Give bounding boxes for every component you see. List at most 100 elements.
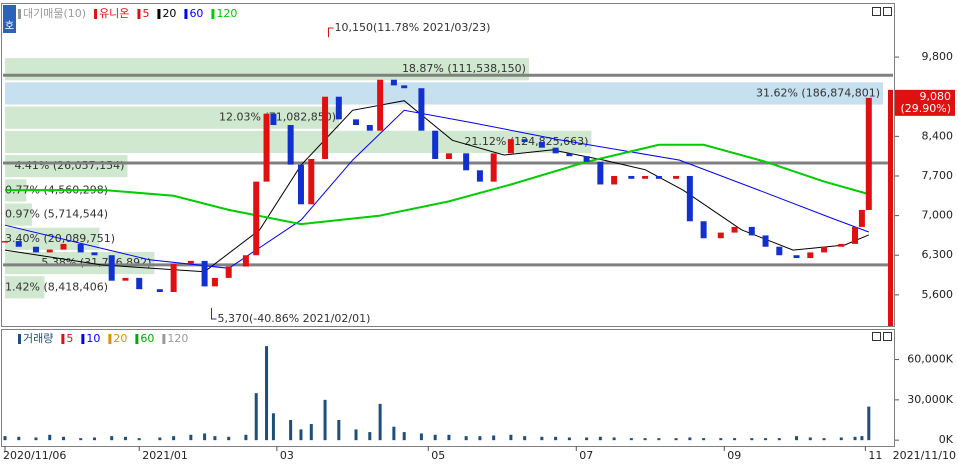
profile-bar — [5, 276, 45, 299]
volume-bar — [464, 436, 468, 441]
volume-bar — [492, 435, 496, 441]
volume-bar — [158, 437, 162, 441]
volume-bar — [123, 436, 127, 441]
y-tick-label: 5,600 — [922, 288, 954, 301]
annotation-leader — [210, 307, 217, 320]
volume-bar — [337, 420, 341, 441]
legend-label: 5 — [142, 7, 149, 20]
candle — [156, 289, 163, 293]
maximize-button[interactable] — [872, 7, 881, 16]
volume-bar — [289, 420, 293, 441]
volume-bar — [860, 436, 864, 441]
profile-bar — [5, 106, 340, 129]
candle — [122, 277, 129, 281]
legend-label: 유니온 — [99, 7, 129, 20]
x-tick-label: 05 — [431, 449, 445, 462]
legend-label: 5 — [66, 332, 73, 345]
x-tick-label: 2021/11/10 — [893, 449, 956, 462]
candle — [838, 243, 845, 247]
candle — [377, 79, 384, 131]
candle — [865, 97, 872, 210]
legend-swatch — [162, 334, 166, 344]
candle — [401, 85, 408, 89]
volume-bar — [478, 436, 482, 441]
y-tick-label: 8,400 — [922, 129, 954, 142]
x-tick-label: 07 — [579, 449, 593, 462]
candle — [91, 252, 98, 256]
volume-bar — [598, 436, 602, 441]
legend-label: 20 — [162, 7, 176, 20]
candle — [507, 139, 514, 154]
volume-bar — [392, 426, 396, 441]
last-price-change: (29.90%) — [900, 102, 951, 115]
volume-bar — [540, 436, 544, 441]
menu-icon[interactable] — [3, 5, 16, 33]
candle — [170, 263, 177, 293]
legend-swatch — [137, 9, 141, 19]
volume-bar — [3, 436, 7, 441]
candle — [521, 139, 528, 143]
volume-bar — [254, 393, 258, 441]
candle — [353, 119, 360, 126]
volume-bar — [62, 436, 66, 441]
y-tick-label: 7,700 — [922, 169, 954, 182]
annotation-label: 10,150(11.78% 2021/03/23) — [334, 21, 490, 34]
x-tick-label: 2021/01 — [142, 449, 188, 462]
volume-bar — [733, 438, 737, 441]
volume-bar — [110, 436, 114, 441]
close-button[interactable] — [883, 332, 892, 341]
profile-bar — [5, 227, 100, 250]
volume-bar — [354, 429, 358, 441]
volume-bar — [839, 437, 843, 441]
maximize-button[interactable] — [872, 332, 881, 341]
volume-bar — [17, 436, 21, 441]
volume-bar — [750, 438, 754, 441]
candle — [32, 246, 39, 253]
candle — [60, 243, 67, 250]
volume-bar — [433, 434, 437, 441]
candle — [322, 96, 329, 159]
legend-label: 10 — [86, 332, 100, 345]
volume-bar — [567, 437, 571, 441]
candle — [748, 226, 755, 236]
candle — [807, 252, 814, 259]
candle — [597, 161, 604, 185]
candle — [390, 79, 397, 86]
legend-swatch — [94, 9, 98, 19]
legend-swatch — [18, 334, 21, 344]
candle — [77, 243, 84, 253]
x-tick-label: 2020/11/06 — [3, 449, 66, 462]
candle — [686, 175, 693, 222]
volume-bar — [688, 437, 692, 441]
candle — [211, 277, 218, 287]
profile-label: 31.62% (186,874,801) — [756, 86, 880, 99]
volume-bar — [213, 436, 217, 441]
profile-label: 12.03% (71,082,850) — [219, 111, 336, 124]
legend-label: 120 — [216, 7, 237, 20]
candle — [297, 164, 304, 205]
y-tick-label: 7,000 — [922, 209, 954, 222]
volume-bar — [271, 413, 275, 441]
annotation-leader — [327, 27, 334, 38]
candle — [717, 232, 724, 239]
volume-bar — [244, 434, 248, 441]
y-tick-label: 0K — [939, 433, 954, 446]
candle — [463, 153, 470, 171]
close-button[interactable] — [883, 7, 892, 16]
volume-bar — [368, 432, 372, 441]
legend-swatch — [184, 9, 188, 19]
candle — [253, 181, 260, 256]
candle — [476, 170, 483, 182]
volume-bar — [203, 433, 207, 441]
y-tick-label: 60,000K — [907, 353, 953, 366]
candle — [308, 158, 315, 205]
candle — [583, 156, 590, 162]
candle — [821, 246, 828, 253]
candle — [673, 175, 680, 179]
legend-swatch — [108, 334, 112, 344]
legend-label: 거래량 — [23, 332, 53, 345]
candle — [552, 147, 559, 154]
profile-label: 4.41% (26,057,154) — [14, 159, 124, 172]
y-tick-label: 6,300 — [922, 248, 954, 261]
